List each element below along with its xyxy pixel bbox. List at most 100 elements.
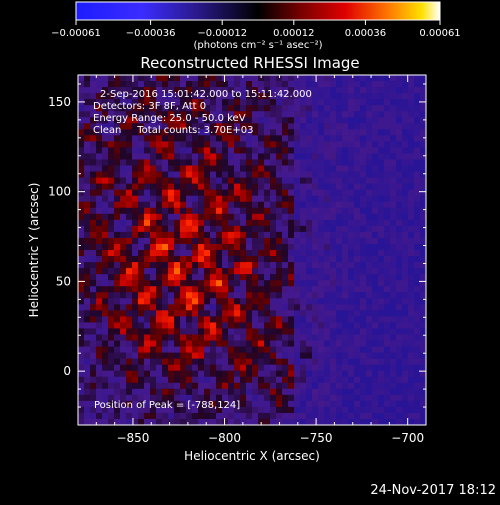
- heatmap-cell: [108, 358, 115, 366]
- heatmap-cell: [408, 243, 415, 251]
- heatmap-cell: [228, 298, 235, 305]
- heatmap-cell: [330, 352, 337, 360]
- heatmap-cell: [150, 189, 157, 197]
- heatmap-cell: [264, 243, 271, 251]
- heatmap-cell: [336, 177, 343, 185]
- heatmap-cell: [180, 418, 187, 425]
- heatmap-cell: [288, 153, 295, 160]
- heatmap-cell: [102, 322, 109, 329]
- heatmap-cell: [336, 322, 343, 329]
- heatmap-cell: [156, 123, 163, 130]
- heatmap-cell: [396, 352, 403, 360]
- heatmap-cell: [306, 147, 313, 154]
- heatmap-cell: [174, 382, 181, 390]
- heatmap-cell: [318, 268, 325, 275]
- heatmap-cell: [420, 225, 426, 233]
- heatmap-cell: [396, 219, 403, 227]
- heatmap-cell: [312, 394, 319, 402]
- heatmap-cell: [102, 105, 109, 112]
- heatmap-cell: [330, 93, 337, 100]
- heatmap-cell: [138, 225, 145, 233]
- heatmap-cell: [336, 195, 343, 203]
- heatmap-cell: [288, 382, 295, 390]
- heatmap-cell: [390, 346, 397, 353]
- heatmap-cell: [318, 99, 325, 106]
- heatmap-cell: [204, 376, 211, 384]
- heatmap-cell: [414, 328, 421, 335]
- heatmap-cell: [276, 141, 283, 148]
- heatmap-cell: [84, 394, 91, 402]
- heatmap-cell: [372, 99, 379, 106]
- heatmap-cell: [294, 243, 301, 251]
- heatmap-cell: [120, 250, 127, 257]
- heatmap-cell: [402, 298, 409, 305]
- heatmap-cell: [258, 328, 265, 335]
- heatmap-cell: [162, 111, 169, 118]
- heatmap-cell: [84, 195, 91, 203]
- heatmap-cell: [264, 237, 271, 245]
- heatmap-cell: [324, 358, 331, 366]
- heatmap-cell: [270, 346, 277, 353]
- heatmap-cell: [246, 129, 253, 136]
- heatmap-cell: [108, 340, 115, 347]
- heatmap-cell: [318, 370, 325, 378]
- heatmap-cell: [84, 268, 91, 275]
- heatmap-cell: [150, 256, 157, 263]
- heatmap-cell: [378, 400, 385, 408]
- heatmap-cell: [216, 310, 223, 317]
- heatmap-cell: [246, 304, 253, 311]
- heatmap-cell: [276, 87, 283, 94]
- heatmap-cell: [294, 165, 301, 172]
- heatmap-cell: [414, 340, 421, 347]
- heatmap-cell: [306, 129, 313, 136]
- heatmap-cell: [120, 225, 127, 233]
- heatmap-cell: [120, 262, 127, 269]
- heatmap-cell: [336, 99, 343, 106]
- heatmap-cell: [114, 129, 121, 136]
- heatmap-cell: [264, 262, 271, 269]
- heatmap-cell: [108, 93, 115, 100]
- heatmap-cell: [210, 370, 217, 378]
- heatmap-cell: [360, 334, 367, 341]
- heatmap-cell: [276, 382, 283, 390]
- heatmap-cell: [168, 183, 175, 191]
- heatmap-cell: [300, 322, 307, 329]
- heatmap-cell: [366, 370, 373, 378]
- heatmap-cell: [294, 153, 301, 160]
- heatmap-cell: [90, 298, 97, 305]
- heatmap-cell: [132, 412, 139, 420]
- heatmap-cell: [324, 75, 331, 82]
- heatmap-cell: [102, 400, 109, 408]
- heatmap-cell: [216, 81, 223, 88]
- heatmap-cell: [384, 262, 391, 269]
- heatmap-cell: [300, 412, 307, 420]
- heatmap-cell: [204, 364, 211, 372]
- heatmap-cell: [348, 141, 355, 148]
- heatmap-cell: [210, 400, 217, 408]
- heatmap-cell: [126, 195, 133, 203]
- heatmap-cell: [192, 382, 199, 390]
- heatmap-cell: [306, 256, 313, 263]
- heatmap-cell: [354, 370, 361, 378]
- heatmap-cell: [162, 298, 169, 305]
- heatmap-cell: [264, 195, 271, 203]
- heatmap-cell: [366, 412, 373, 420]
- heatmap-cell: [198, 159, 205, 166]
- heatmap-cell: [402, 105, 409, 112]
- heatmap-cell: [348, 298, 355, 305]
- heatmap-cell: [408, 280, 415, 287]
- heatmap-cell: [408, 256, 415, 263]
- heatmap-cell: [420, 292, 426, 299]
- heatmap-cell: [372, 316, 379, 323]
- heatmap-cell: [114, 159, 121, 166]
- heatmap-cell: [378, 304, 385, 311]
- heatmap-cell: [180, 201, 187, 209]
- heatmap-cell: [90, 274, 97, 281]
- heatmap-cell: [318, 298, 325, 305]
- heatmap-cell: [276, 394, 283, 402]
- heatmap-cell: [222, 352, 229, 360]
- heatmap-cell: [396, 183, 403, 191]
- heatmap-cell: [90, 117, 97, 124]
- heatmap-cell: [156, 298, 163, 305]
- heatmap-cell: [372, 364, 379, 372]
